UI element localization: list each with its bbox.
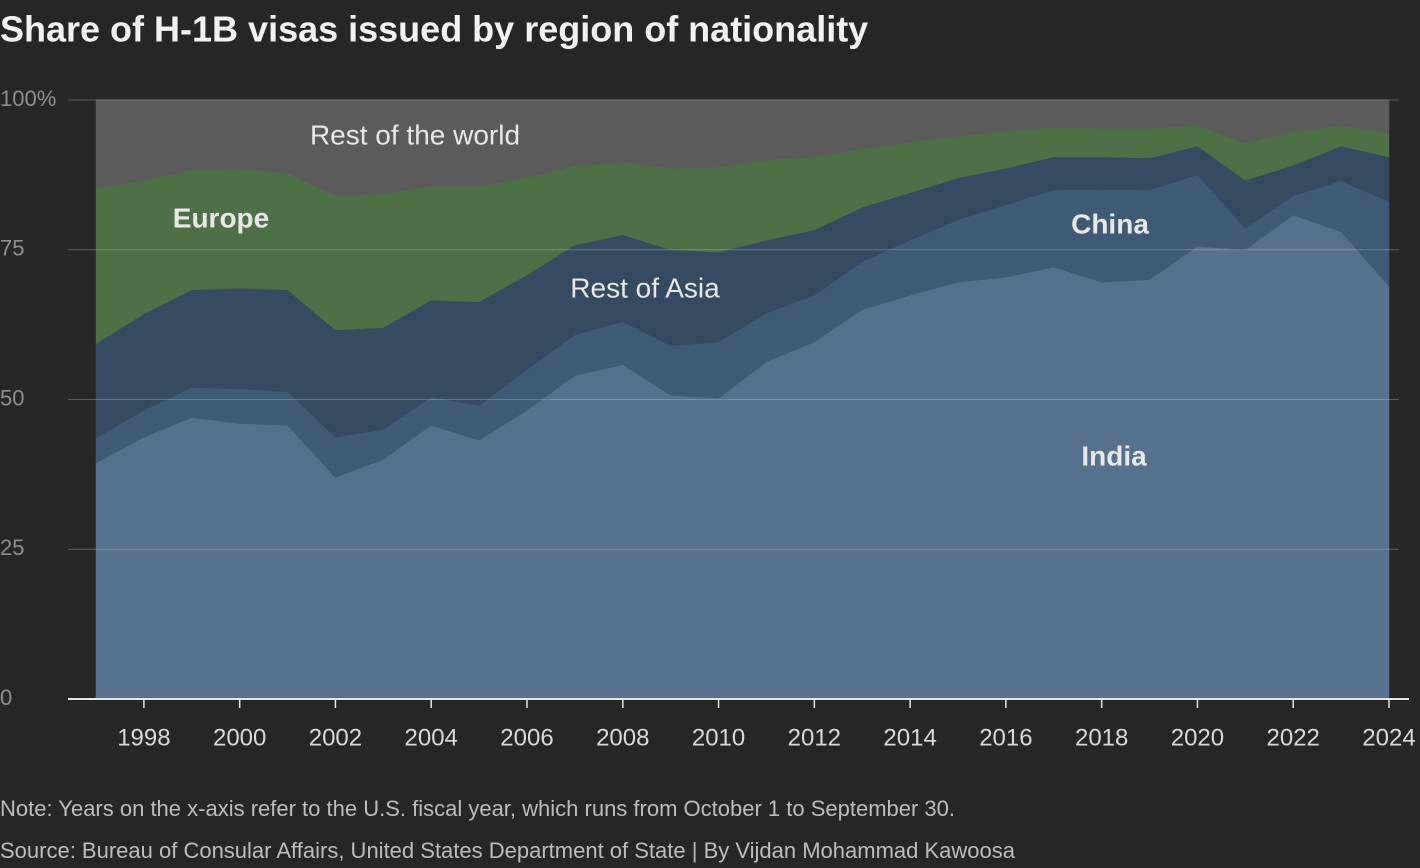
series-label: India — [1081, 440, 1147, 471]
x-tick-label: 2004 — [405, 724, 458, 751]
x-tick-label: 2020 — [1171, 724, 1224, 751]
x-tick-label: 2022 — [1267, 724, 1320, 751]
note: Note: Years on the x-axis refer to the U… — [0, 796, 955, 821]
x-tick-label: 2016 — [979, 724, 1032, 751]
x-tick-label: 2014 — [883, 724, 936, 751]
x-tick-label: 2010 — [692, 724, 745, 751]
y-tick-label: 25 — [0, 535, 24, 560]
y-tick-label: 0 — [0, 685, 12, 710]
x-tick-label: 2024 — [1362, 724, 1415, 751]
series-label: Rest of the world — [310, 119, 520, 150]
y-tick-label: 50 — [0, 385, 24, 410]
series-label: China — [1071, 208, 1149, 239]
x-tick-label: 1998 — [117, 724, 170, 751]
x-tick-label: 2006 — [500, 724, 553, 751]
series-label: Europe — [173, 202, 269, 233]
x-tick-label: 2012 — [788, 724, 841, 751]
plot-area: 0 25 50 75 100% 1998 2000 2002 2004 2006 2008 2010 2… — [0, 86, 1416, 752]
x-tick-label: 2002 — [309, 724, 362, 751]
x-tick-label: 2008 — [596, 724, 649, 751]
source: Source: Bureau of Consular Affairs, Unit… — [0, 838, 1016, 863]
y-tick-label: 100% — [0, 86, 56, 111]
x-tick-label: 2000 — [213, 724, 266, 751]
series-label: Rest of Asia — [570, 272, 720, 303]
area — [95, 99, 1390, 197]
x-tick-label: 2018 — [1075, 724, 1128, 751]
y-tick-label: 75 — [0, 236, 24, 261]
chart-title: Share of H-1B visas issued by region of … — [0, 9, 868, 50]
